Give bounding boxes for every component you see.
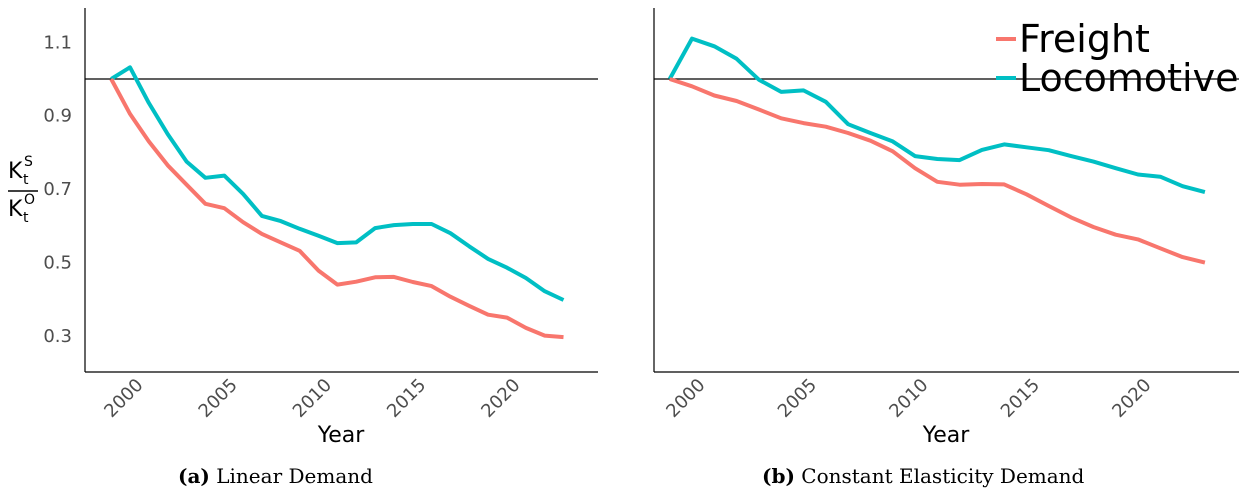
caption-a-text: Linear Demand: [216, 464, 373, 488]
x-tick-label: 2015: [383, 375, 430, 422]
y-tick-label: 1.1: [43, 32, 72, 53]
caption-b-text: Constant Elasticity Demand: [801, 464, 1085, 488]
x-tick-label: 2000: [100, 375, 147, 422]
caption-b: (b) Constant Elasticity Demand: [762, 464, 1084, 488]
freight-line: [109, 78, 564, 340]
x-tick-label: 2020: [1108, 375, 1155, 422]
y-tick-label: 0.7: [43, 179, 72, 200]
x-ticks: 2000 2005 2010 2015 2020: [662, 375, 1155, 422]
caption-a: (a) Linear Demand: [178, 464, 373, 488]
y-tick-label: 0.3: [43, 326, 72, 347]
freight-line: [669, 77, 1206, 265]
y-label-num-sub: t: [23, 172, 29, 188]
y-label-num-main: K: [8, 159, 23, 184]
legend-label-locomotive: Locomotive: [1019, 56, 1238, 100]
x-axis-title: Year: [922, 423, 971, 448]
y-label-den-main: K: [8, 197, 23, 222]
y-label-num-sup: S: [24, 154, 33, 170]
x-tick-label: 2005: [774, 375, 821, 422]
x-tick-label: 2010: [885, 375, 932, 422]
x-tick-label: 2005: [195, 375, 242, 422]
x-ticks: 2000 2005 2010 2015 2020: [100, 375, 524, 422]
panel-linear-demand: 0.3 0.5 0.7 0.9 1.1 2000 2005 2010 2015 2020 Yea…: [43, 8, 598, 448]
x-tick-label: 2000: [662, 375, 709, 422]
y-axis-label: K S t K O t: [8, 154, 38, 226]
legend-label-freight: Freight: [1019, 17, 1150, 61]
y-tick-label: 0.5: [43, 253, 72, 274]
x-tick-label: 2020: [477, 375, 524, 422]
caption-a-tag: (a): [178, 464, 210, 488]
x-tick-label: 2010: [289, 375, 336, 422]
locomotive-line: [667, 36, 1206, 195]
y-label-den-sup: O: [24, 192, 35, 208]
panel-constant-elasticity-demand: 2000 2005 2010 2015 2020 Year Freight Locomo…: [653, 8, 1239, 448]
caption-b-tag: (b): [762, 464, 795, 488]
y-label-den-sub: t: [23, 210, 29, 226]
y-ticks: 0.3 0.5 0.7 0.9 1.1: [43, 32, 72, 347]
x-axis-title: Year: [317, 423, 366, 448]
x-tick-label: 2015: [997, 375, 1044, 422]
legend: Freight Locomotive: [996, 17, 1238, 100]
locomotive-line: [110, 65, 565, 302]
y-tick-label: 0.9: [43, 106, 72, 127]
